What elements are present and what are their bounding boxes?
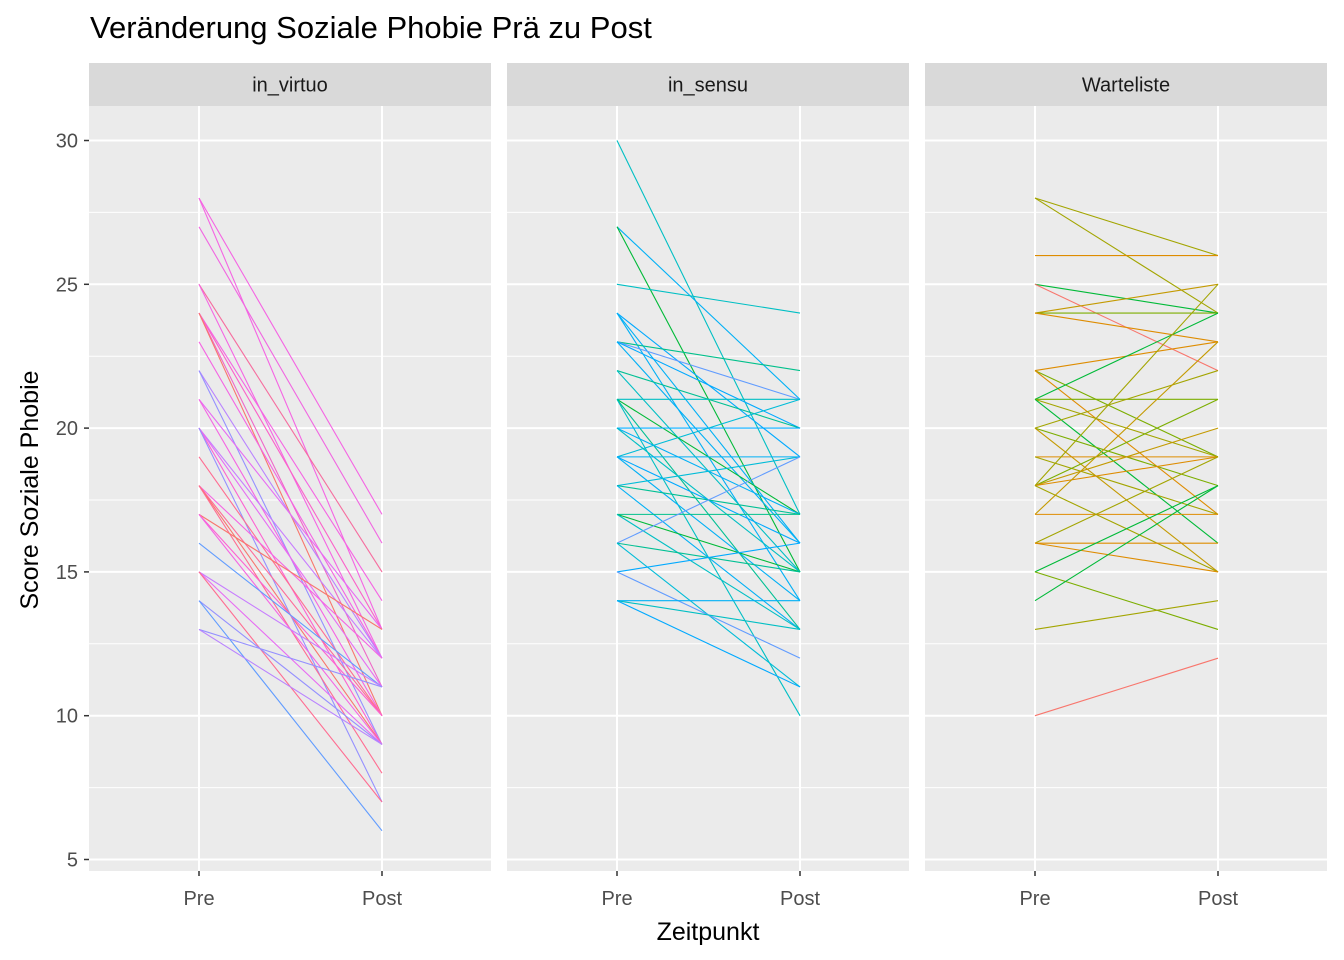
y-tick-label: 15	[56, 562, 78, 584]
x-tick-label: Post	[1198, 888, 1238, 910]
facet-strip-label: Warteliste	[1082, 75, 1170, 97]
facet-panel-2: in_sensu Pre Post	[507, 63, 909, 910]
panel-background	[925, 106, 1327, 871]
panel-background	[507, 106, 909, 871]
x-tick-label: Post	[362, 888, 402, 910]
facet-panel-3: Warteliste Pre Post	[925, 63, 1327, 910]
y-tick-label: 25	[56, 274, 78, 296]
y-tick-label: 10	[56, 706, 78, 728]
x-axis-title: Zeitpunkt	[657, 918, 760, 946]
facet-strip-label: in_virtuo	[252, 75, 328, 97]
x-tick-label: Pre	[601, 888, 632, 910]
x-tick-label: Pre	[1019, 888, 1050, 910]
panel-background	[89, 106, 491, 871]
x-tick-label: Pre	[183, 888, 214, 910]
y-axis-title: Score Soziale Phobie	[16, 370, 44, 609]
y-tick-label: 30	[56, 131, 78, 153]
x-tick-label: Post	[780, 888, 820, 910]
y-tick-label: 20	[56, 418, 78, 440]
facet-panel-1: in_virtuo Pre Post	[89, 63, 491, 910]
facet-strip-label: in_sensu	[668, 75, 748, 97]
y-tick-label: 5	[67, 849, 78, 871]
